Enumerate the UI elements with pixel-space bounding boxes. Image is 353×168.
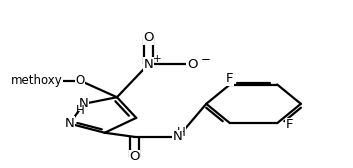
Text: −: −	[201, 53, 210, 66]
Text: F: F	[226, 72, 234, 85]
Text: methoxy: methoxy	[11, 74, 62, 87]
Text: N: N	[173, 130, 183, 143]
Text: H: H	[76, 104, 85, 117]
Text: N: N	[65, 117, 74, 130]
Text: O: O	[143, 31, 154, 44]
Text: O: O	[129, 150, 140, 163]
Text: N: N	[144, 58, 153, 71]
Text: O: O	[187, 58, 198, 71]
Text: O: O	[76, 74, 85, 87]
Text: H: H	[177, 126, 185, 139]
Text: +: +	[153, 54, 162, 64]
Text: F: F	[286, 118, 293, 131]
Text: N: N	[79, 97, 89, 110]
